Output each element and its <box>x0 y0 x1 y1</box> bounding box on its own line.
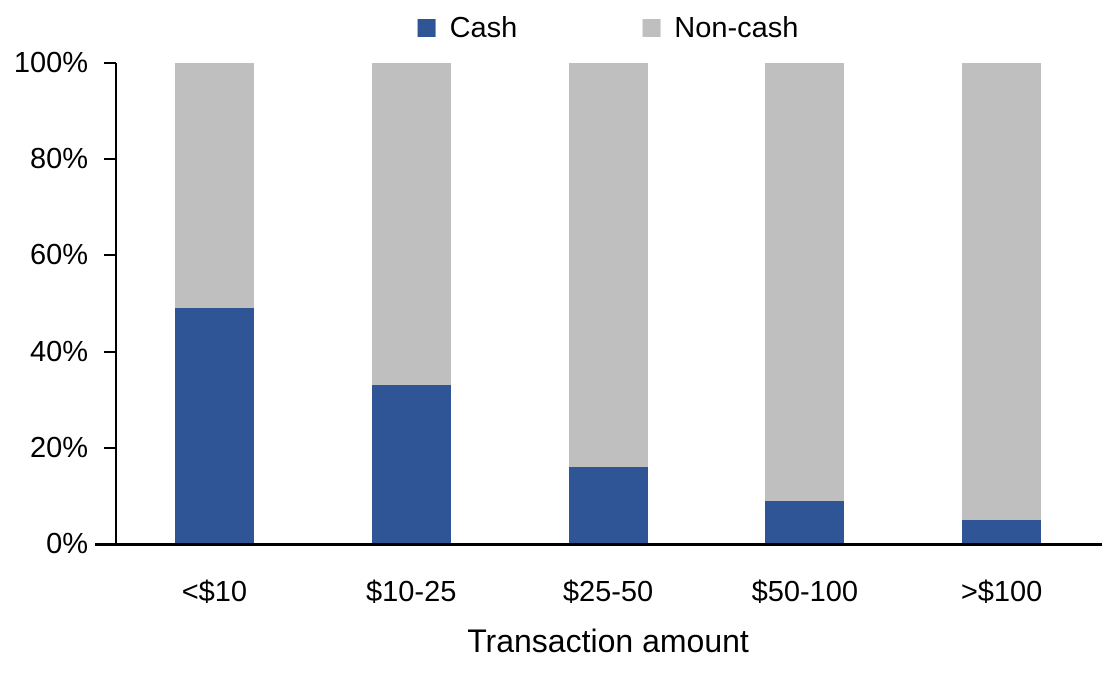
y-axis-tick <box>104 350 116 353</box>
bar-segment-non-cash <box>765 63 845 501</box>
y-axis-tick <box>104 62 116 64</box>
y-axis-tick <box>104 158 116 161</box>
x-tick-label: $10-25 <box>366 576 457 608</box>
plot-area <box>116 63 1100 544</box>
y-tick-label: 20% <box>29 431 88 464</box>
x-tick-label: $50-100 <box>751 576 859 608</box>
bar-segment-cash <box>174 308 254 544</box>
y-tick-label: 0% <box>46 528 88 560</box>
y-tick-label: 80% <box>29 143 88 176</box>
bar-segment-non-cash <box>568 63 648 468</box>
bar-10 <box>174 63 254 544</box>
bar-50-100 <box>765 63 845 544</box>
y-axis-tick <box>104 543 116 545</box>
bar-segment-non-cash <box>962 63 1042 520</box>
bar-segment-non-cash <box>174 63 254 309</box>
x-tick-label: $25-50 <box>562 576 654 608</box>
legend-swatch-non-cash <box>642 19 661 37</box>
y-axis-tick <box>104 446 116 449</box>
bar-segment-cash <box>765 500 845 544</box>
x-axis-line <box>95 543 1102 546</box>
bar-segment-cash <box>371 385 451 544</box>
y-axis-line <box>115 63 117 545</box>
x-tick-label: >$100 <box>960 576 1043 608</box>
bar-segment-cash <box>568 467 648 544</box>
y-tick-label: 60% <box>29 239 88 272</box>
x-axis-title: Transaction amount <box>467 623 749 659</box>
bar-100 <box>962 63 1042 544</box>
legend-label-cash: Cash <box>449 12 518 44</box>
bar-10-25 <box>371 63 451 544</box>
legend-entry-cash: Cash <box>417 10 518 46</box>
bar-segment-non-cash <box>371 63 451 386</box>
chart-legend: Cash Non-cash <box>417 10 798 46</box>
y-tick-label: 40% <box>29 335 88 368</box>
legend-label-non-cash: Non-cash <box>674 12 799 44</box>
legend-swatch-cash <box>417 19 436 37</box>
legend-entry-non-cash: Non-cash <box>642 10 798 46</box>
y-tick-label: 100% <box>13 47 88 79</box>
y-axis-tick <box>104 254 116 257</box>
bar-25-50 <box>568 63 648 544</box>
bar-segment-cash <box>962 519 1042 544</box>
x-tick-label: <$10 <box>181 576 248 608</box>
